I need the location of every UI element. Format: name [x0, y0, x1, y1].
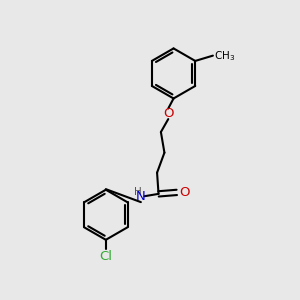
Text: O: O — [180, 186, 190, 199]
Text: Cl: Cl — [99, 250, 112, 263]
Text: O: O — [163, 107, 173, 120]
Text: CH$_3$: CH$_3$ — [214, 49, 236, 62]
Text: N: N — [136, 190, 146, 203]
Text: H: H — [134, 187, 142, 196]
